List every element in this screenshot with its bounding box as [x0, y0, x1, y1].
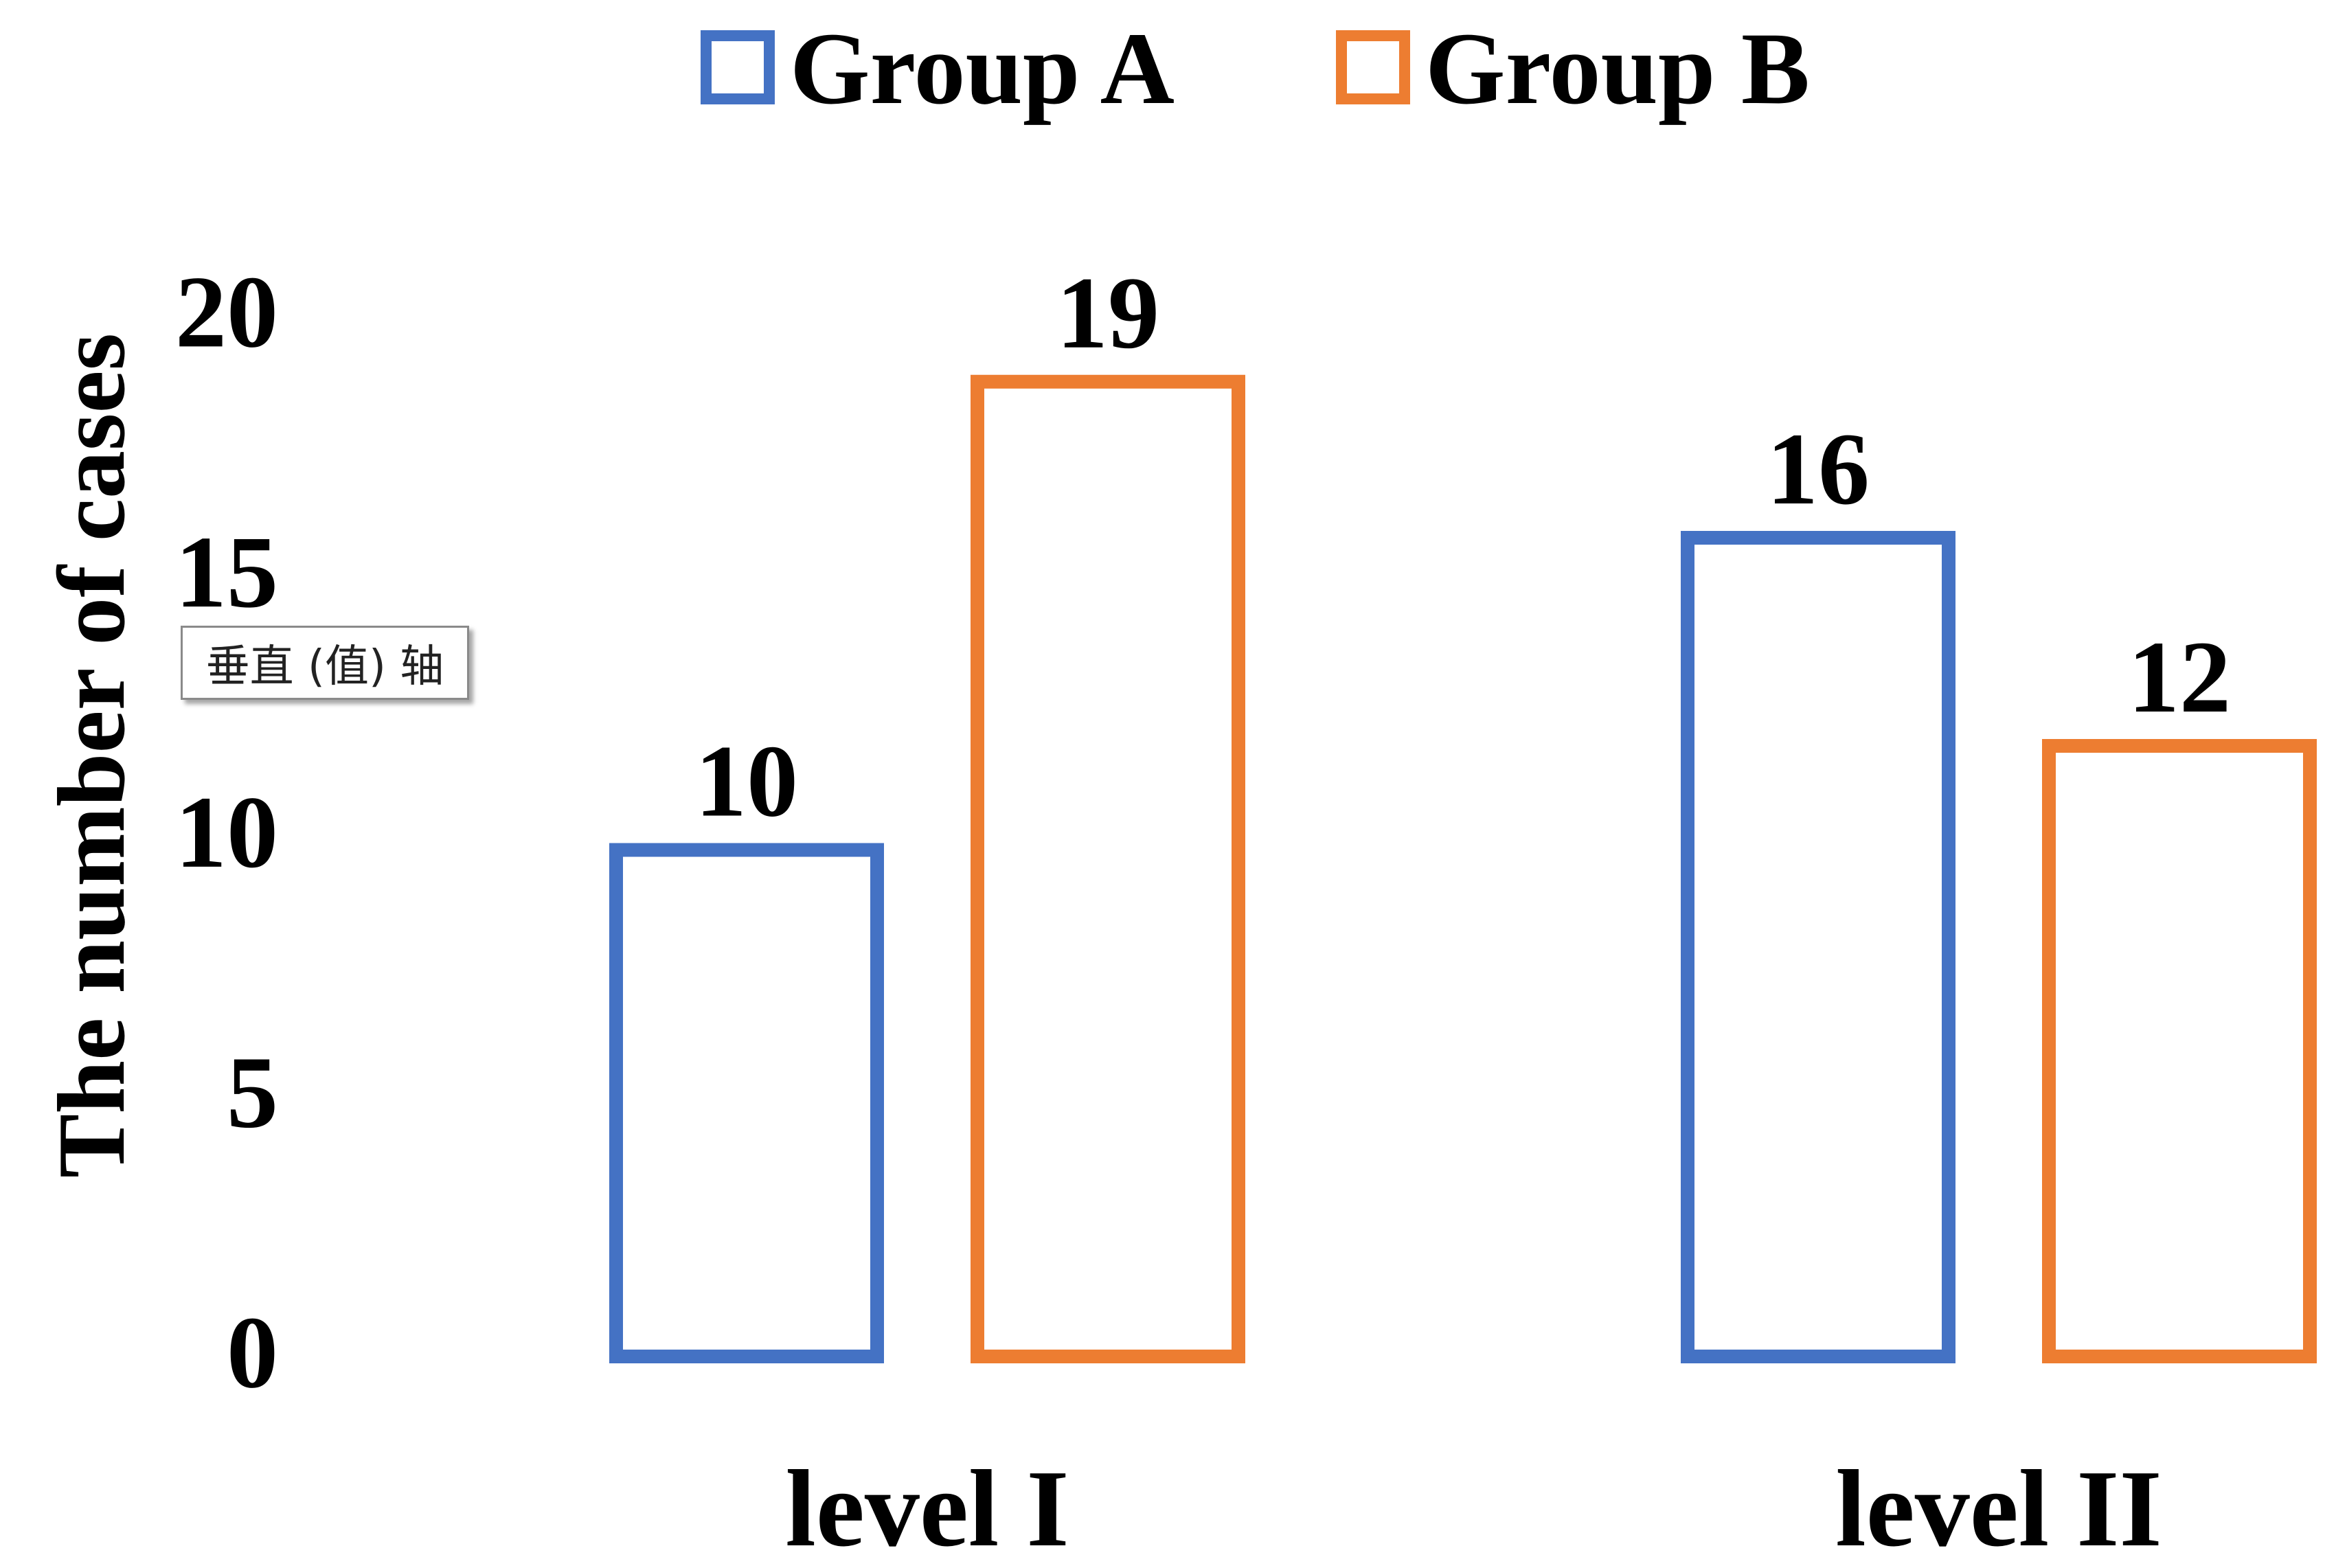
legend-label: Group B — [1425, 12, 1810, 126]
y-axis-title: The number of cases — [38, 333, 145, 1178]
bar[interactable] — [1681, 531, 1955, 1363]
legend-swatch — [1336, 30, 1410, 104]
legend-swatch — [701, 30, 775, 104]
y-tick-label: 10 — [175, 775, 278, 889]
bar[interactable] — [609, 843, 884, 1363]
data-label: 19 — [1056, 256, 1159, 370]
y-tick-label: 0 — [227, 1295, 278, 1409]
axis-tooltip: 垂直 (值) 轴 — [181, 626, 469, 700]
x-category-label: level I — [785, 1447, 1069, 1568]
legend: Group A Group B — [701, 12, 1810, 126]
data-label: 16 — [1767, 412, 1870, 526]
data-labels: 10 19 16 12 — [695, 256, 2231, 839]
bar[interactable] — [2042, 739, 2317, 1363]
x-axis: level I level II — [785, 1447, 2162, 1568]
data-label: 12 — [2128, 620, 2231, 734]
axis-tooltip-text: 垂直 (值) 轴 — [205, 641, 444, 692]
legend-label: Group A — [790, 12, 1175, 126]
y-tick-label: 20 — [175, 255, 278, 369]
y-tick-label: 5 — [227, 1036, 278, 1150]
bars — [609, 374, 2317, 1363]
x-category-label: level II — [1835, 1447, 2162, 1568]
y-axis: 0 5 10 15 20 The number of cases — [38, 255, 278, 1409]
bar[interactable] — [971, 374, 1245, 1363]
y-tick-label: 15 — [175, 515, 278, 629]
data-label: 10 — [695, 725, 798, 839]
